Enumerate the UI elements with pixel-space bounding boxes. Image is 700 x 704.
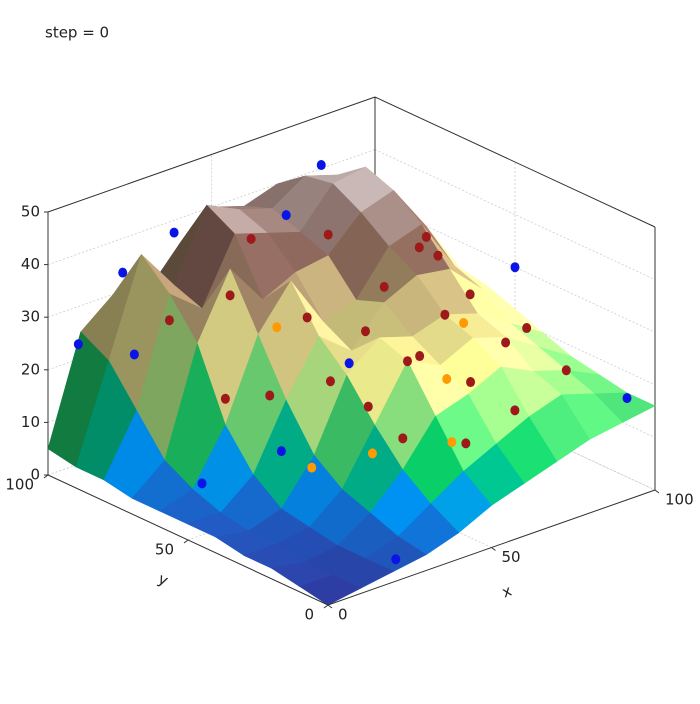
tick-mark [323,604,329,609]
x-tick-label: 50 [502,548,521,566]
x-tick-label: 100 [665,491,694,509]
scatter-point [325,376,335,387]
scatter-point [433,250,443,261]
tick-mark [43,474,49,479]
scatter-point [323,229,333,240]
tick-mark [183,539,189,544]
tick-mark [491,547,496,551]
scatter-point [316,160,326,171]
scatter-point [169,227,179,238]
scatter-point [281,210,291,221]
z-tick-label: 0 [30,466,40,484]
scatter-point [561,365,571,376]
grid-line [374,149,656,280]
surface-patch [299,574,362,606]
scatter-point [272,322,282,333]
z-tick-label: 40 [21,255,40,273]
scatter-point [73,339,83,350]
tick-mark [327,604,333,609]
axis-frame [47,96,376,213]
scatter-point [414,242,424,253]
scatter-point [307,462,317,473]
scatter-point [225,290,235,301]
scatter-point [197,478,207,489]
scatter-point [461,438,471,449]
z-tick-label: 50 [21,203,40,221]
x-axis-label: x [500,582,515,602]
scatter-point [501,337,511,348]
scatter-point [246,233,256,244]
scatter-point [118,267,128,278]
scatter-point [522,323,532,334]
scatter-point [622,393,632,404]
scatter-point [447,437,457,448]
z-tick-label: 20 [21,360,40,378]
y-tick-label: 100 [5,476,34,494]
scatter-point [361,326,370,337]
z-tick-label: 10 [21,413,40,431]
y-axis-label: y [155,570,171,590]
grid-line [374,201,656,333]
grid-line [374,254,656,386]
scatter-point [440,309,450,320]
scatter-point [276,446,286,457]
scatter-point [459,318,469,328]
scatter-point [302,312,312,323]
scatter-point [220,393,230,404]
scatter-point [465,289,475,300]
scatter-point [265,390,275,401]
scatter-point [398,433,408,444]
scatter-point [164,315,174,326]
scatter-point [379,281,389,292]
scatter-point [367,448,377,459]
scatter-point [403,356,412,367]
x-tick-label: 0 [338,606,348,624]
z-tick-label: 30 [21,308,40,326]
scatter-point [415,351,425,362]
scatter-point [344,358,354,369]
axis-frame [374,96,656,228]
scatter-point [466,377,476,388]
scatter-point [442,373,452,384]
scatter-point [391,554,401,565]
chart-title: step = 0 [45,24,109,42]
scatter-point [510,262,520,273]
grid-line [374,359,656,491]
scatter-point [510,405,520,416]
scatter-point [421,231,431,242]
scatter-point [363,401,373,412]
scatter-point [129,349,139,360]
y-tick-label: 50 [155,541,174,559]
tick-mark [654,489,660,494]
y-tick-label: 0 [304,606,314,624]
